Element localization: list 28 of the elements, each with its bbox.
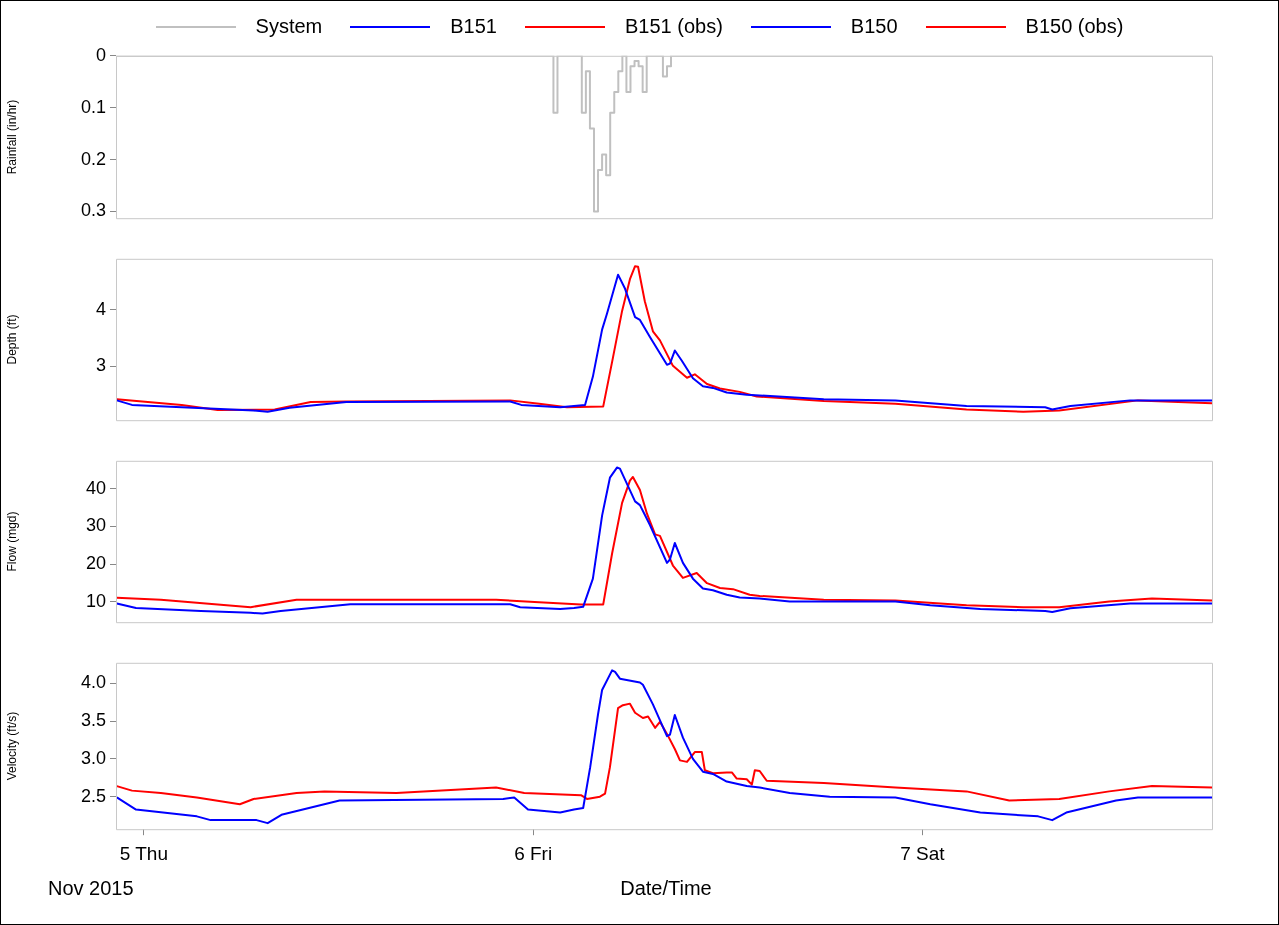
legend-label: B151 (obs) (625, 15, 723, 38)
y-tick-label: 4.0 (80, 672, 106, 693)
y-tick-label: 40 (85, 477, 106, 498)
y-tick-label: 3.0 (80, 747, 106, 768)
y-tick-label: 0 (95, 44, 106, 65)
y-axis-title: Rainfall (in/hr) (4, 99, 19, 175)
x-axis-title: Date/Time (620, 877, 712, 899)
y-tick-label: 3.5 (80, 710, 106, 731)
y-tick-label: 10 (85, 590, 106, 611)
y-tick-label: 30 (85, 515, 106, 536)
y-tick-label: 0.3 (80, 200, 106, 221)
y-tick-label: 0.2 (80, 148, 106, 169)
x-tick-label: 5 Thu (119, 842, 168, 864)
y-axis-title: Depth (ft) (4, 314, 19, 365)
legend-label: B150 (850, 15, 898, 38)
legend-label: B150 (obs) (1025, 15, 1124, 38)
y-axis-title: Velocity (ft/s) (4, 711, 19, 781)
text: Nov 2015 (48, 877, 134, 900)
y-tick-label: 2.5 (80, 785, 106, 806)
y-axis-title: Flow (mgd) (4, 511, 19, 572)
x-tick-label: 7 Sat (900, 842, 946, 864)
y-tick-label: 4 (95, 298, 106, 319)
x-tick-label: 6 Fri (514, 842, 553, 864)
legend-label: B151 (450, 15, 497, 38)
y-tick-label: 20 (85, 552, 106, 573)
y-tick-label: 3 (95, 355, 106, 376)
y-tick-label: 0.1 (80, 96, 106, 117)
legend-label: System (255, 15, 323, 38)
